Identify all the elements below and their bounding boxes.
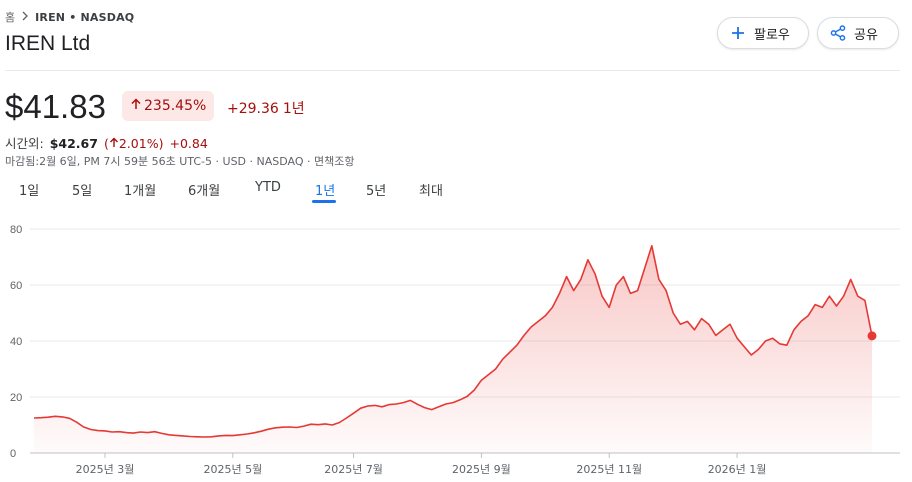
change-absolute: +29.36 1년 xyxy=(227,98,305,118)
after-hours-abs: +0.84 xyxy=(169,136,208,151)
change-percent: 235.45% xyxy=(144,98,207,114)
arrow-up-icon xyxy=(109,136,119,151)
price-line xyxy=(33,245,873,438)
y-tick-label: 0 xyxy=(10,448,16,460)
change-percent-badge: 235.45% xyxy=(122,91,215,121)
tab-6m[interactable]: 6개월 xyxy=(188,184,221,199)
after-hours-price: $42.67 xyxy=(49,136,98,151)
tab-max[interactable]: 최대 xyxy=(419,184,443,199)
change-period: 1년 xyxy=(282,101,305,117)
y-tick-label: 80 xyxy=(10,224,22,236)
breadcrumb-home-link[interactable]: 홈 xyxy=(5,11,16,24)
follow-button-label: 팔로우 xyxy=(754,27,790,43)
after-hours-pct: 2.01% xyxy=(118,136,159,151)
tab-ytd[interactable]: YTD xyxy=(255,180,281,195)
tab-5d[interactable]: 5일 xyxy=(72,184,93,199)
share-button[interactable]: 공유 xyxy=(817,17,899,49)
change-absolute-value: +29.36 xyxy=(227,101,279,117)
company-name: IREN Ltd xyxy=(5,32,91,55)
market-status-meta: 마감됨:2월 6일, PM 7시 59분 56초 UTC-5 · USD · N… xyxy=(5,155,355,168)
arrow-up-icon xyxy=(130,98,142,114)
x-tick-label: 2025년 11월 xyxy=(576,463,642,476)
y-tick-label: 20 xyxy=(10,392,22,404)
y-tick-label: 40 xyxy=(10,336,22,348)
tab-1d[interactable]: 1일 xyxy=(19,184,40,199)
x-tick-label: 2025년 9월 xyxy=(452,463,511,476)
x-tick-label: 2025년 3월 xyxy=(76,463,135,476)
plus-icon xyxy=(730,25,746,41)
chevron-right-icon xyxy=(21,11,29,24)
after-hours: 시간외: $42.67 (2.01%) +0.84 xyxy=(5,133,208,152)
header-divider xyxy=(5,70,900,71)
share-button-label: 공유 xyxy=(854,27,878,43)
follow-button[interactable]: 팔로우 xyxy=(717,17,809,49)
x-tick-label: 2026년 1월 xyxy=(708,463,767,476)
x-tick-label: 2025년 5월 xyxy=(203,463,262,476)
after-hours-label: 시간외: xyxy=(5,136,44,151)
price-area xyxy=(34,245,872,453)
tab-1y[interactable]: 1년 xyxy=(315,184,336,199)
y-tick-label: 60 xyxy=(10,280,22,292)
x-tick-label: 2025년 7월 xyxy=(324,463,383,476)
breadcrumb: 홈 IREN • NASDAQ xyxy=(5,9,134,25)
share-icon xyxy=(830,25,846,41)
tab-5y[interactable]: 5년 xyxy=(366,184,387,199)
breadcrumb-ticker: IREN • NASDAQ xyxy=(35,10,135,24)
tab-1m[interactable]: 1개월 xyxy=(124,184,157,199)
current-price: $41.83 xyxy=(5,88,106,125)
after-hours-pct-wrap: (2.01%) xyxy=(103,136,164,151)
price-chart[interactable]: 0 20 40 60 80 2025년 3월 2025년 5월 2025년 7월 2025년 … xyxy=(0,212,912,482)
tab-active-indicator xyxy=(312,200,336,203)
current-price-marker xyxy=(867,331,877,341)
